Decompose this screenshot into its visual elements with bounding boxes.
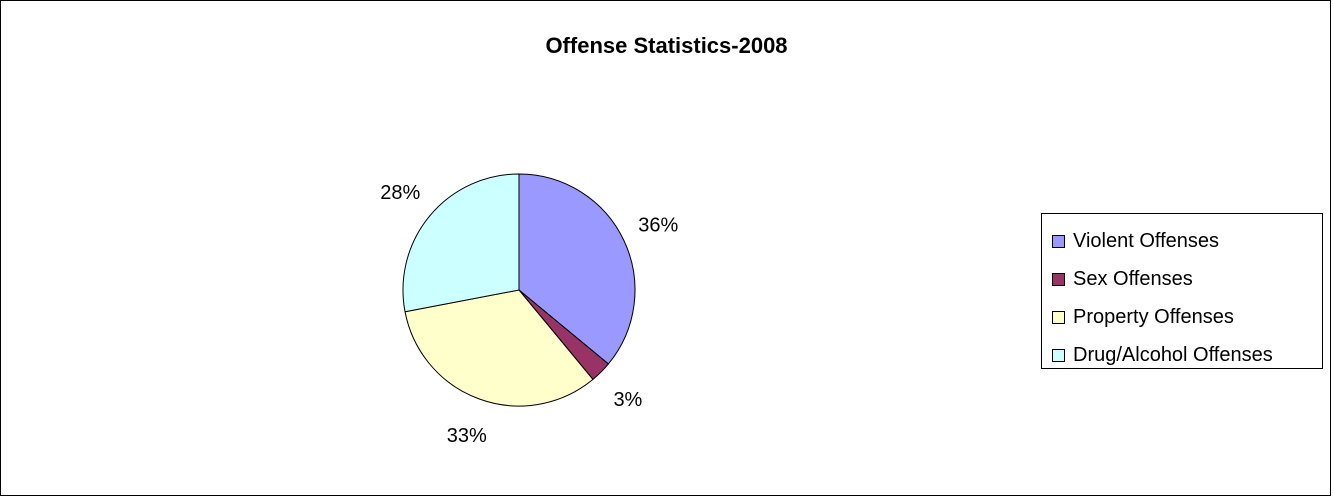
legend-item-violent-offenses: Violent Offenses bbox=[1042, 222, 1322, 260]
legend-label-violent-offenses: Violent Offenses bbox=[1073, 229, 1220, 252]
legend-label-drug-alcohol-offenses: Drug/Alcohol Offenses bbox=[1073, 343, 1273, 366]
pie-slice-drug-alcohol-offenses bbox=[402, 173, 520, 313]
data-label-property-offenses: 33% bbox=[447, 425, 487, 447]
legend-swatch-property-offenses bbox=[1052, 310, 1065, 324]
legend-item-property-offenses: Property Offenses bbox=[1042, 298, 1322, 336]
legend-item-sex-offenses: Sex Offenses bbox=[1042, 260, 1322, 298]
legend-label-property-offenses: Property Offenses bbox=[1073, 305, 1234, 328]
data-label-drug-alcohol-offenses: 28% bbox=[380, 182, 420, 204]
legend-swatch-sex-offenses bbox=[1052, 272, 1065, 286]
pie-slice-property-offenses bbox=[404, 289, 594, 407]
legend-item-drug-alcohol-offenses: Drug/Alcohol Offenses bbox=[1042, 336, 1322, 374]
legend-swatch-violent-offenses bbox=[1052, 234, 1065, 248]
data-label-violent-offenses: 36% bbox=[638, 214, 678, 236]
data-label-sex-offenses: 3% bbox=[613, 389, 642, 411]
legend-swatch-drug-alcohol-offenses bbox=[1052, 348, 1065, 362]
chart-title: Offense Statistics-2008 bbox=[545, 33, 788, 58]
legend: Violent Offenses Sex Offenses Property O… bbox=[1041, 213, 1323, 369]
pie-slice-violent-offenses bbox=[518, 173, 636, 365]
legend-label-sex-offenses: Sex Offenses bbox=[1073, 267, 1193, 290]
